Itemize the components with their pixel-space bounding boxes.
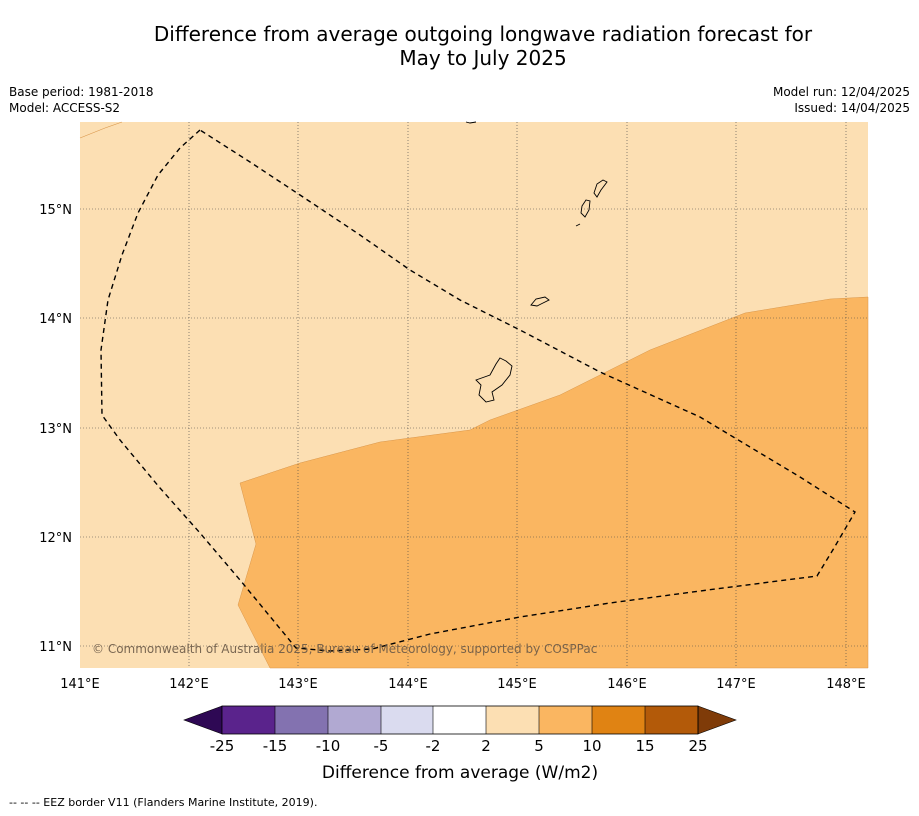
colorbar-segment — [381, 706, 433, 734]
lon-tick: 146°E — [607, 677, 647, 692]
colorbar-label: -2 — [426, 737, 441, 755]
colorbar-frame — [221, 705, 699, 735]
lon-tick: 143°E — [278, 677, 318, 692]
colorbar-segment — [592, 706, 645, 734]
colorbar-min-arrow — [183, 705, 223, 735]
colorbar-label: 2 — [481, 737, 491, 755]
eez-footnote: -- -- -- EEZ border V11 (Flanders Marine… — [9, 796, 318, 809]
island-aguijan — [575, 223, 581, 227]
lon-tick: 145°E — [497, 677, 537, 692]
lon-tick: 147°E — [716, 677, 756, 692]
colorbar-label: -10 — [316, 737, 341, 755]
issued-date: Issued: 14/04/2025 — [794, 101, 910, 115]
island-north — [465, 121, 477, 124]
title-line-1: Difference from average outgoing longwav… — [153, 22, 813, 46]
colorbar-max-arrow — [697, 705, 737, 735]
colorbar-segment — [328, 706, 381, 734]
island-tinian — [580, 199, 591, 218]
colorbar-label: 5 — [534, 737, 544, 755]
colorbar-segment — [539, 706, 592, 734]
colorbar-segment — [433, 706, 486, 734]
colorbar-segment — [275, 706, 328, 734]
lat-tick-labels: 15°N 14°N 13°N 12°N 11°N — [39, 203, 72, 655]
colorbar-title: Difference from average (W/m2) — [322, 763, 598, 783]
colorbar-label: 25 — [688, 737, 707, 755]
lon-tick-labels: 141°E 142°E 143°E 144°E 145°E 146°E 147°… — [60, 677, 866, 692]
colorbar-segment — [645, 706, 698, 734]
colorbar-label: 15 — [635, 737, 654, 755]
lat-tick: 13°N — [39, 422, 72, 437]
colorbar-segment — [222, 706, 275, 734]
copyright-text: © Commonwealth of Australia 2025, Bureau… — [92, 642, 597, 656]
anomaly-region-5-10 — [237, 296, 869, 669]
island-guam — [475, 357, 513, 403]
colorbar-label: -15 — [263, 737, 288, 755]
base-period: Base period: 1981-2018 — [9, 85, 154, 99]
lat-tick: 14°N — [39, 312, 72, 327]
islands — [465, 121, 608, 403]
model-name: Model: ACCESS-S2 — [9, 101, 121, 115]
colorbar-label: 10 — [582, 737, 601, 755]
lon-tick: 144°E — [388, 677, 428, 692]
map-title: Difference from average outgoing longwav… — [0, 22, 919, 70]
model-run: Model run: 12/04/2025 — [772, 85, 910, 99]
title-line-2: May to July 2025 — [399, 46, 567, 70]
map-panel: © Commonwealth of Australia 2025, Bureau… — [79, 121, 869, 669]
gridlines — [80, 122, 868, 668]
colorbar: -25 -15 -10 -5 -2 2 5 10 15 25 Differenc… — [183, 705, 737, 783]
colorbar-label: -5 — [374, 737, 389, 755]
colorbar-label: -25 — [210, 737, 235, 755]
island-saipan — [593, 179, 608, 198]
lat-tick: 11°N — [39, 640, 72, 655]
lon-tick: 142°E — [169, 677, 209, 692]
lon-tick: 148°E — [826, 677, 866, 692]
lat-tick: 12°N — [39, 531, 72, 546]
anomaly-region-edge-topleft — [79, 121, 123, 139]
base-info: Base period: 1981-2018 Model: ACCESS-S2 — [9, 84, 154, 116]
lon-tick: 141°E — [60, 677, 100, 692]
lat-tick: 15°N — [39, 203, 72, 218]
colorbar-segment — [486, 706, 539, 734]
island-rota — [530, 296, 550, 307]
run-info: Model run: 12/04/2025 Issued: 14/04/2025 — [773, 84, 910, 116]
